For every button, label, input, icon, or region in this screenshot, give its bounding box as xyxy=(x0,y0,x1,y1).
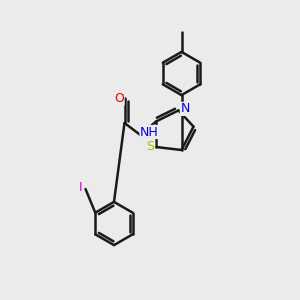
Text: O: O xyxy=(114,92,124,105)
Text: I: I xyxy=(79,181,83,194)
Text: S: S xyxy=(147,140,154,154)
Text: NH: NH xyxy=(140,125,159,139)
Text: N: N xyxy=(180,102,190,116)
